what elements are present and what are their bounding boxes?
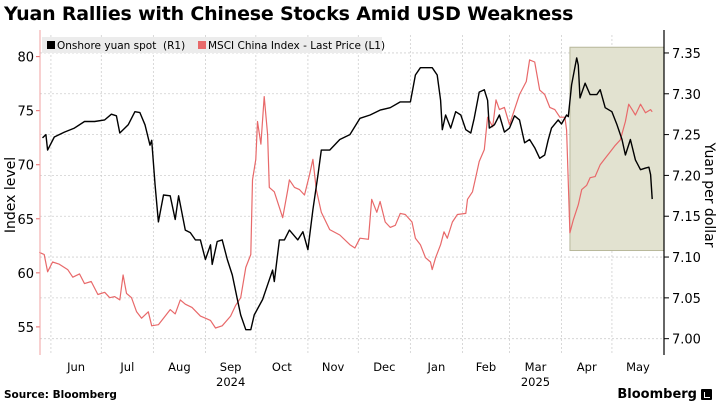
x-tick-label: Nov xyxy=(322,360,345,374)
x-tick-label: Feb xyxy=(476,360,496,374)
y-right-tick-label: 7.20 xyxy=(672,169,701,184)
legend: Onshore yuan spot (R1) MSCI China Index … xyxy=(42,37,385,53)
highlight-box xyxy=(569,46,665,252)
series-lines xyxy=(38,57,653,331)
x-tick-label: Jun xyxy=(66,360,85,374)
legend-label-msci: MSCI China Index - Last Price (L1) xyxy=(208,40,385,52)
x-tick-label: Sep xyxy=(220,360,242,374)
legend-swatch-yuan xyxy=(47,41,55,49)
y-left-tick-label: 65 xyxy=(17,213,34,228)
y-left-tick-label: 80 xyxy=(17,51,34,66)
x-tick-label: Jan xyxy=(427,360,446,374)
y-right-tick-label: 7.15 xyxy=(672,210,701,225)
x-tick-label: Aug xyxy=(168,360,190,374)
bloomberg-terminal-icon xyxy=(701,389,712,400)
brand-name: Bloomberg xyxy=(617,387,697,402)
legend-label-yuan: Onshore yuan spot (R1) xyxy=(57,40,185,52)
y-right-tick-label: 7.10 xyxy=(672,251,701,266)
y-left-tick-label: 60 xyxy=(17,267,34,282)
legend-background xyxy=(42,37,382,53)
y-left-axis-label: Index level xyxy=(3,157,19,233)
chart-title: Yuan Rallies with Chinese Stocks Amid US… xyxy=(4,3,574,25)
x-tick-label: Oct xyxy=(272,360,292,374)
series-line-yuan xyxy=(42,57,653,331)
legend-swatch-msci xyxy=(198,41,206,49)
source-note: Source: Bloomberg xyxy=(4,389,117,401)
y-right-tick-label: 7.35 xyxy=(672,47,701,62)
y-right-tick-label: 7.05 xyxy=(672,292,701,307)
bloomberg-logo: Bloomberg xyxy=(617,387,712,402)
x-year-label: 2025 xyxy=(521,375,550,389)
axes: 7.00 7.05 7.10 7.15 7.20 7.25 7.30 7.35 55 60 65 70… xyxy=(17,30,701,389)
y-left-tick-label: 70 xyxy=(17,159,34,174)
y-right-tick-label: 7.00 xyxy=(672,333,701,348)
y-left-tick-label: 75 xyxy=(17,105,34,120)
x-tick-label: Jul xyxy=(119,360,134,374)
y-left-tick-label: 55 xyxy=(17,321,34,336)
x-year-label: 2024 xyxy=(216,375,245,389)
y-right-axis-label: Yuan per dollar xyxy=(701,142,717,248)
y-right-tick-label: 7.30 xyxy=(672,88,701,103)
x-tick-label: May xyxy=(626,360,650,374)
x-tick-label: Mar xyxy=(525,360,547,374)
x-tick-label: Dec xyxy=(373,360,395,374)
y-right-tick-label: 7.25 xyxy=(672,129,701,144)
x-tick-label: Apr xyxy=(577,360,597,374)
series-line-msci xyxy=(38,59,653,329)
